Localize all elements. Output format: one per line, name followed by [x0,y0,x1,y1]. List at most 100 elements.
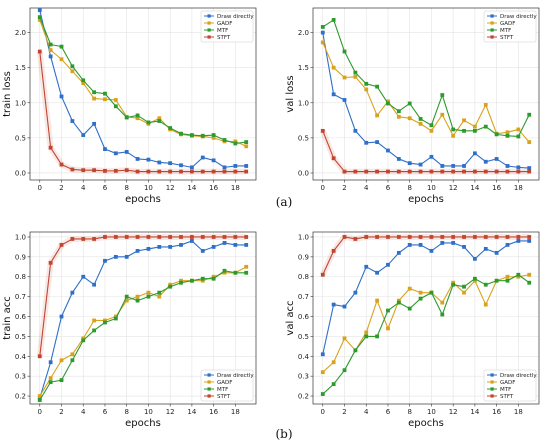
data-point [472,235,477,239]
data-point [386,308,390,313]
data-point [37,49,42,54]
data-point [494,278,499,283]
data-point [462,235,466,239]
data-point [157,169,162,174]
data-point [505,235,510,239]
data-point [483,169,488,174]
data-point [37,398,42,402]
data-point [189,169,194,174]
data-point [516,274,521,279]
data-point [364,87,369,92]
x-tick-label: 18 [231,408,240,416]
legend-label-mtf: MTF [217,387,228,393]
data-point [168,235,173,239]
x-tick-label: 6 [103,184,108,192]
data-point [386,99,390,104]
data-point [516,169,521,174]
data-point [418,243,423,247]
data-point [92,328,97,333]
data-point [59,314,64,319]
plot-frame [312,231,540,405]
y-axis-label: val acc [285,300,296,335]
data-point [407,235,412,239]
data-point [386,235,390,239]
data-point [375,140,380,144]
y-tick-label: 0.0 [15,169,26,177]
data-point [81,237,86,241]
legend-swatch-marker-mtf [207,387,211,391]
data-point [505,133,510,138]
data-point [70,69,75,74]
data-point [211,276,216,281]
x-tick-label: 14 [187,184,196,192]
data-point [59,378,64,383]
data-point [135,116,140,121]
x-tick-label: 14 [187,408,196,416]
data-point [135,157,140,161]
data-point [157,160,162,165]
legend-label-mtf: MTF [500,28,511,34]
x-tick-label: 8 [407,184,411,192]
data-point [135,298,140,303]
data-point [70,119,75,123]
series-draw-directly [320,30,532,170]
data-point [59,243,64,247]
data-point [472,128,477,133]
x-tick-label: 4 [81,184,86,192]
legend-label-stft: STFT [217,35,231,41]
y-tick-label: 0.5 [15,333,26,341]
data-point [462,284,466,289]
legend-label-stft: STFT [217,394,231,400]
data-point [200,235,205,239]
data-point [418,162,423,167]
data-point [342,49,347,54]
x-tick-label: 18 [514,408,523,416]
data-point [179,235,183,239]
x-tick-label: 0 [321,184,325,192]
data-point [113,151,118,156]
data-point [462,118,466,123]
y-tick-label: 0.0 [298,169,309,177]
data-point [189,165,194,170]
data-point [113,104,118,109]
data-point [472,151,477,156]
x-tick-label: 10 [144,408,153,416]
legend-swatch-marker-gadf [490,21,494,25]
data-point [527,166,532,170]
x-tick-label: 4 [364,408,369,416]
legend-swatch-marker-draw-directly [490,373,494,377]
data-point [244,164,249,168]
x-tick-label: 14 [470,408,479,416]
data-point [451,133,456,138]
data-point [146,169,151,174]
data-point [386,262,390,267]
plot-frame [29,231,257,405]
data-point [92,237,97,241]
data-point [37,15,42,20]
series-mtf [320,18,532,139]
data-point [48,54,53,59]
data-point [353,169,358,174]
data-point [103,91,107,96]
x-tick-label: 10 [427,184,436,192]
data-point [103,97,107,102]
data-point [103,258,107,263]
data-point [179,131,183,136]
data-point [440,241,445,245]
y-tick-label: 0.8 [298,273,309,281]
legend-swatch-marker-stft [207,394,211,398]
data-point [81,168,86,173]
data-point [179,278,183,283]
data-point [375,235,380,239]
data-point [429,128,434,133]
chart-3: 0 2 4 6 8 10 12 14 16 18 0.2 0.3 0.4 0.5 0.6 0.7 0.8 0.9 1… [2,231,257,429]
data-point [222,270,227,275]
data-point [222,241,227,245]
data-point [135,113,140,118]
data-point [527,140,532,144]
data-point [418,290,423,295]
y-tick-label: 0.7 [15,293,26,301]
data-point [157,290,162,295]
data-point [418,117,423,121]
